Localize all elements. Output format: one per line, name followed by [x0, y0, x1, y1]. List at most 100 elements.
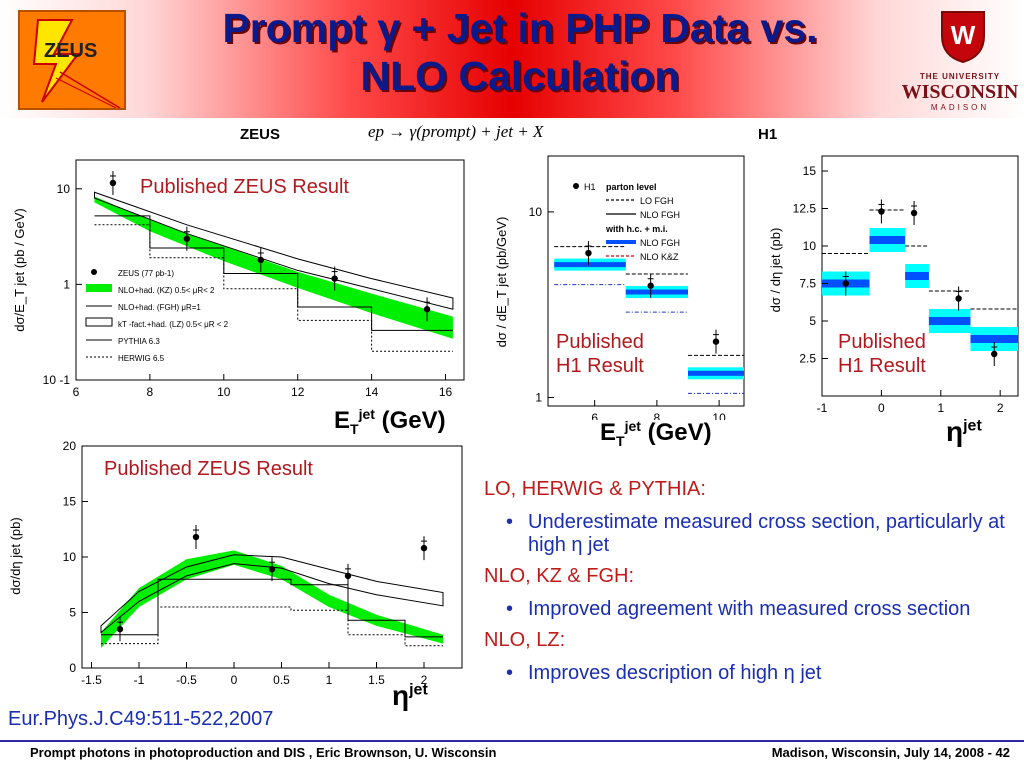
h1-band-blue: [625, 289, 688, 295]
bullet-head-2: NLO, KZ & FGH:: [484, 565, 635, 587]
data-point: [420, 544, 428, 552]
y-tick-label: 2.5: [799, 352, 816, 366]
legend-label: NLO K&Z: [640, 252, 679, 262]
x-tick-label: -1: [817, 401, 828, 415]
wisconsin-crest: W: [938, 6, 988, 69]
published-zeus-note: Published ZEUS Result: [140, 176, 349, 198]
legend-label: NLO+had. (KZ) 0.5< μR< 2: [118, 286, 215, 295]
legend-swatch: [85, 317, 113, 327]
x-tick-label: 6: [591, 411, 598, 420]
data-point: [991, 350, 998, 358]
bullet-head-1: LO, HERWIG & PYTHIA:: [484, 478, 706, 500]
title-line-1: Prompt γ + Jet in PHP Data vs.: [222, 5, 818, 51]
legend-label: LO FGH: [640, 196, 674, 206]
bullet-text-2: Improved agreement with measured cross s…: [528, 598, 971, 620]
x-tick-label: 6: [73, 385, 80, 399]
data-point: [878, 208, 885, 215]
x-tick-label: 8: [654, 411, 661, 420]
zeus-logo: ZEUS: [18, 10, 126, 110]
eta-axis-title-zeus: ηjet: [392, 680, 428, 711]
h1-eta-plot: -1 0 1 2 2.5 5 7.5 10 12.5 15 dσ / dη jet (pb): [768, 155, 1019, 415]
bullet-item-1: • Underestimate measured cross section, p…: [506, 511, 1016, 557]
x-tick-label: 0: [878, 401, 885, 415]
bullet-dot: •: [506, 511, 514, 533]
bullet-dot: •: [506, 662, 514, 684]
pythia-line: [94, 215, 453, 331]
summary-bullets: LO, HERWIG & PYTHIA: • Underestimate meas…: [484, 478, 1016, 693]
nlo-kz-band: [94, 196, 453, 339]
footer-rule: [0, 740, 1024, 742]
h1-band-blue: [688, 370, 744, 376]
data-point: [183, 235, 191, 242]
crest-icon: W: [941, 11, 985, 64]
bullet-head-3: NLO, LZ:: [484, 629, 566, 651]
bullet-text-3: Improves description of high η jet: [528, 662, 822, 684]
legend-label: NLO FGH: [640, 210, 680, 220]
legend-label: NLO+had. (FGH) μR=1: [118, 303, 201, 312]
h1-band-blue: [970, 335, 1018, 343]
published-zeus-note-2: Published ZEUS Result: [104, 458, 313, 480]
legend-label: ZEUS (77 pb-1): [118, 269, 174, 278]
y-tick-label: 15: [63, 495, 77, 509]
y-tick-label: 10: [57, 182, 71, 196]
h1-eta-chart: -1 0 1 2 2.5 5 7.5 10 12.5 15 dσ / dη jet (pb) Pu…: [764, 150, 1022, 447]
data-point: [842, 280, 849, 287]
data-point: [712, 338, 720, 345]
bullet-item-2: • Improved agreement with measured cross …: [506, 598, 1016, 621]
published-h1-note-b: Published H1 Result: [838, 331, 926, 377]
h1-label: H1: [758, 126, 778, 143]
data-point: [109, 179, 117, 187]
y-axis-label: dσ / dE_T jet (pb/GeV): [494, 217, 509, 348]
bullet-dot: •: [506, 598, 514, 620]
nlo-kz-band: [101, 550, 443, 649]
legend-label: kT -fact.+had. (LZ) 0.5< μR < 2: [118, 320, 229, 329]
title-band: [0, 0, 1024, 118]
data-point: [647, 282, 654, 289]
x-tick-label: 1: [937, 401, 944, 415]
data-point: [331, 275, 338, 282]
data-point: [423, 306, 431, 313]
x-tick-label: 10: [217, 385, 231, 399]
y-tick-label: 1: [63, 277, 70, 291]
h1-et-chart: 6 8 10 10 1 H1 parton level LO FGH NLO FGH with h…: [490, 150, 750, 449]
y-axis-label: dσ/E_T jet (pb / GeV): [12, 208, 27, 331]
y-tick-label: 0: [69, 661, 76, 675]
y-tick-label: 10: [803, 239, 817, 253]
h1-band-blue: [928, 317, 971, 325]
x-tick-label: 8: [147, 385, 154, 399]
legend-label: PYTHIA 6.3: [118, 337, 160, 346]
bullet-text-1: Underestimate measured cross section, pa…: [528, 511, 1005, 556]
svg-text:W: W: [951, 20, 976, 50]
y-tick-label: 5: [69, 606, 76, 620]
process-formula: ep → γ(prompt) + jet + X: [368, 122, 544, 141]
data-point: [955, 295, 962, 302]
zeus-logo-text: ZEUS: [44, 40, 98, 62]
eta-axis-title-h1: ηjet: [946, 416, 982, 447]
legend-marker: [573, 183, 579, 189]
x-tick-label: 1.5: [368, 673, 385, 687]
y-tick-label: 20: [63, 439, 77, 453]
h1-band-blue: [554, 262, 626, 268]
zeus-et-plot: 6 8 10 12 14 16 10 1 10 -1 ZEUS (77 pb-1) NLO+had.…: [12, 159, 465, 399]
data-point: [344, 572, 352, 580]
y-axis-label: dσ/dη jet (pb): [8, 517, 23, 594]
x-tick-label: 0.5: [273, 673, 290, 687]
legend-swatch: [86, 284, 112, 292]
y-tick-label: 10: [63, 550, 77, 564]
x-tick-label: -1.5: [81, 673, 102, 687]
wisconsin-wordmark: THE UNIVERSITY WISCONSIN MADISON: [895, 72, 1024, 112]
et-axis-title: ETjet (GeV): [334, 406, 446, 437]
x-tick-label: -0.5: [176, 673, 197, 687]
zeus-eta-chart: -1.5 -1 -0.5 0 0.5 1 1.5 2 0 5 10 15 20 dσ/dη jet (p…: [6, 432, 466, 702]
wordmark-line-1: THE UNIVERSITY: [919, 72, 1001, 81]
herwig-line: [94, 224, 453, 352]
footer-right: Madison, Wisconsin, July 14, 2008 - 42: [771, 745, 1010, 760]
x-tick-label: 14: [365, 385, 379, 399]
wordmark-line-3: MADISON: [930, 103, 990, 112]
legend-label: with h.c. + m.i.: [605, 224, 668, 234]
data-point: [585, 249, 592, 257]
plot-frame: [547, 155, 745, 407]
x-tick-label: 2: [997, 401, 1004, 415]
y-tick-label: 15: [803, 164, 817, 178]
data-point: [257, 256, 264, 264]
